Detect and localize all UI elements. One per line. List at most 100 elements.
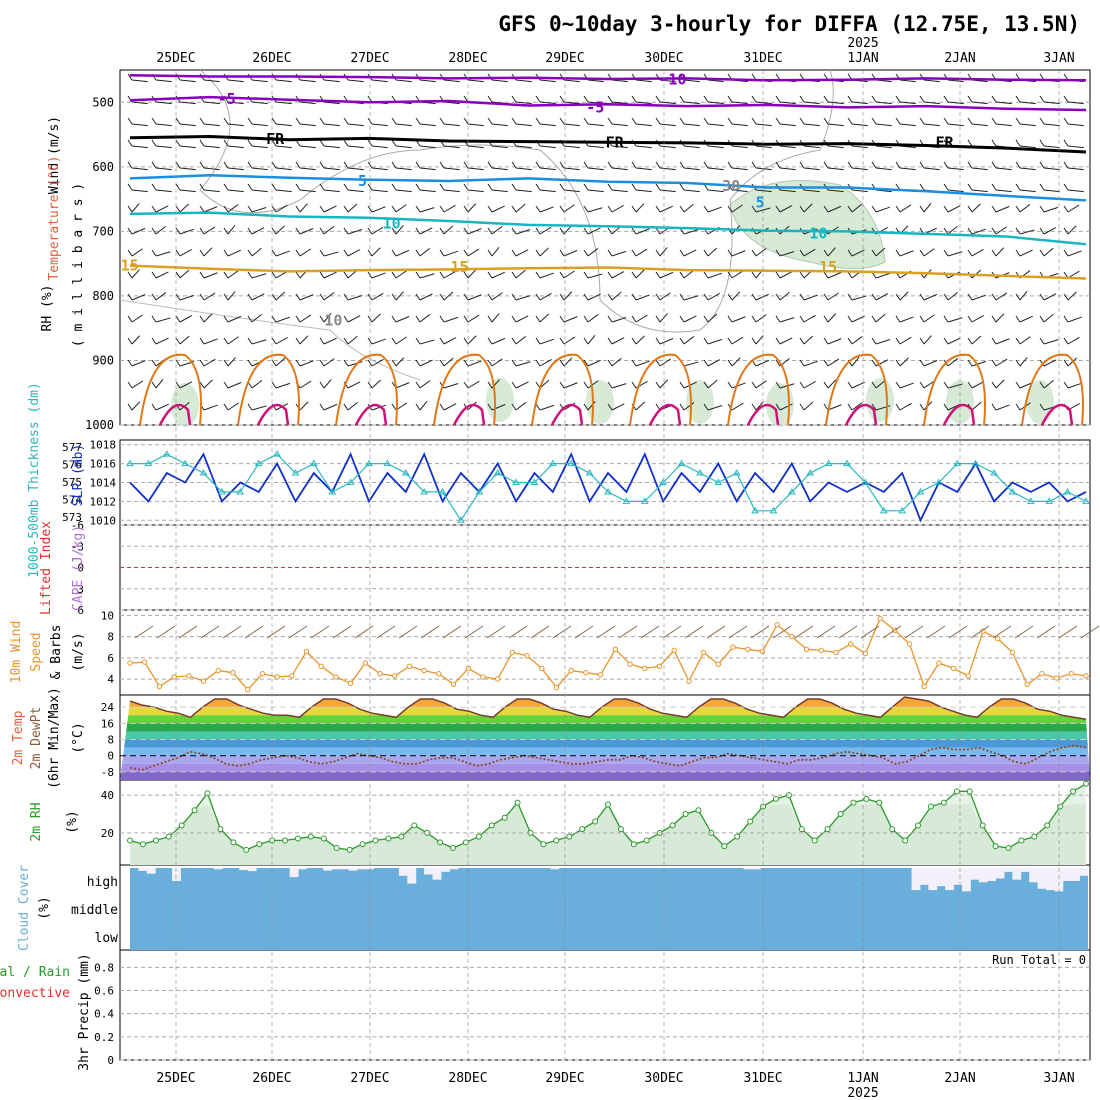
wind-barb (347, 203, 358, 213)
date-label-bottom: 26DEC (252, 1071, 291, 1086)
wind-barb (947, 189, 964, 193)
thickness-line (130, 453, 1087, 522)
wind-barb (659, 123, 676, 127)
wind-barb-flag (271, 183, 277, 191)
wind-barb (899, 357, 909, 367)
wind-barb (1043, 101, 1060, 105)
wind10m-speed-point (745, 646, 751, 653)
wind-barb (635, 294, 650, 301)
wind-barb (947, 337, 961, 345)
wind-barb (179, 123, 196, 127)
wind10m-barb (684, 625, 704, 639)
cape-label: CAPE (J/kg) (71, 525, 86, 611)
wind-barb (227, 79, 244, 83)
wind10m-speed-point (686, 678, 692, 684)
thickness-point (346, 478, 355, 485)
wind-barb (851, 381, 865, 389)
rh2m-point (411, 822, 418, 829)
wind-barb (779, 145, 796, 149)
cloud-high-gap (1045, 868, 1055, 891)
wind-barb-flag (343, 139, 349, 147)
wind-barb (827, 379, 837, 389)
wind-barb (899, 402, 912, 411)
wind-barb (395, 249, 410, 257)
wind10m-barb (552, 625, 572, 639)
wind10m-barb (442, 625, 462, 639)
wind-barb (923, 101, 940, 105)
wind-barb (707, 79, 724, 83)
wind10m-barb (1058, 625, 1078, 639)
thickness-point (1026, 497, 1035, 504)
wind-barb-flag (319, 315, 325, 323)
wind-barb-flag (247, 205, 253, 213)
wind10m-speed-point (142, 659, 148, 665)
wind-barb (587, 145, 604, 149)
low-level-contour-inner (1040, 403, 1074, 426)
wind-barb (707, 206, 722, 213)
wind-barb (635, 314, 648, 323)
wind-barb-flag (871, 381, 877, 389)
wind-barb (683, 203, 694, 213)
rh2m-point (320, 835, 327, 842)
contour-label: 10 (809, 224, 827, 242)
wind-barb (659, 79, 676, 83)
wind-barb-flag (487, 95, 493, 103)
contour-label: 5 (358, 172, 367, 190)
wind-barb-flag (727, 293, 733, 301)
wind-barb (467, 269, 477, 279)
wind-barb (683, 295, 699, 301)
wind-barb (611, 123, 628, 127)
wind-barb (203, 79, 220, 83)
wind-barb (251, 167, 268, 171)
wind-barb (179, 167, 196, 171)
wind-barb (179, 203, 190, 213)
wind-barb-flag (1039, 117, 1045, 125)
wind-barb (875, 379, 886, 389)
wind-barb (179, 249, 192, 257)
wind-barb (611, 403, 625, 411)
cloud-high-gap (424, 868, 434, 875)
wind-barb (131, 79, 148, 83)
wind-barb-flag (703, 117, 709, 125)
wind-barb-flag (703, 249, 709, 257)
wind-barb-flag (391, 183, 397, 191)
wind-barb-flag (391, 403, 397, 411)
wind-barb-flag (823, 403, 829, 411)
wind10m-speed-point (583, 669, 589, 676)
rh2m-point (734, 833, 741, 840)
wind-barb (155, 379, 164, 389)
wind-barb-flag (583, 381, 589, 389)
wind-barb (203, 358, 216, 367)
wind-barb (995, 226, 1007, 235)
wind-barb-flag (127, 139, 133, 147)
wind-barb-flag (223, 403, 229, 411)
wind-barb-flag (751, 249, 757, 257)
wind-barb (587, 189, 604, 193)
wind-barb-flag (943, 183, 949, 191)
rh2m-point (514, 799, 521, 806)
wind-barb-flag (511, 117, 517, 125)
wind-barb-flag (511, 227, 517, 235)
wind-barb (587, 335, 596, 345)
wind-barb (467, 123, 484, 127)
wind10m-barb (354, 625, 374, 639)
wind-barb-flag (1039, 139, 1045, 147)
wind10m-speed-point (450, 681, 457, 688)
rh2m-point (850, 799, 857, 806)
wind-barb (779, 337, 793, 345)
dewpt2m-line (129, 744, 1087, 771)
wind-barb (803, 101, 820, 105)
rh-shaded-blob (171, 383, 199, 427)
slp-tick-label: 1018 (90, 439, 117, 452)
wind-barb (371, 358, 384, 367)
wind-barb-flag (199, 293, 205, 301)
wind-barb-flag (655, 227, 661, 235)
wind10m-speed-point (995, 635, 1001, 642)
rh2m-point (398, 833, 405, 840)
date-label-top: 29DEC (545, 51, 584, 66)
wind-barb-flag (607, 161, 613, 169)
wind-barb (635, 203, 645, 213)
wind-barb (155, 145, 172, 149)
wind10m-speed-point (1024, 681, 1030, 688)
wind-barb (995, 379, 1005, 389)
